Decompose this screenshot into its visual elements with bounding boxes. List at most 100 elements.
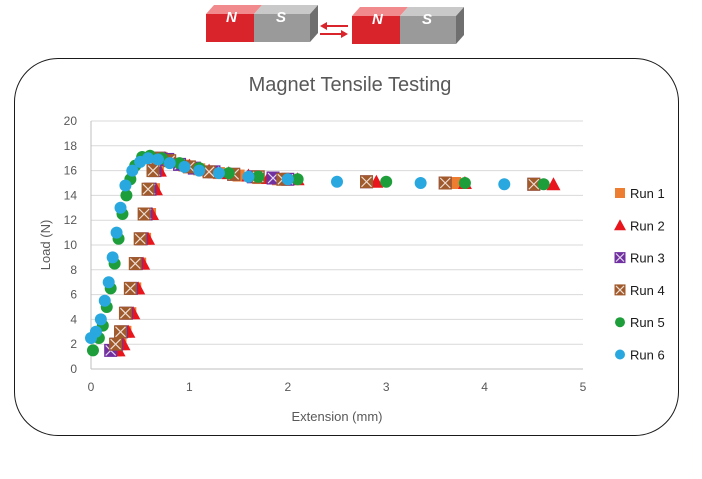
attraction-arrows-icon — [320, 22, 348, 38]
data-point — [114, 201, 127, 214]
legend-label: Run 5 — [630, 315, 665, 330]
legend-item: Run 4 — [614, 283, 665, 298]
left-magnet: N S — [206, 5, 318, 42]
data-point — [109, 337, 123, 351]
data-point — [94, 313, 107, 326]
y-tick-label: 6 — [70, 288, 77, 302]
data-point — [360, 175, 374, 189]
legend-marker — [615, 317, 625, 328]
x-tick-label: 4 — [481, 380, 488, 394]
data-point — [128, 257, 142, 271]
right-magnet-north-label: N — [372, 11, 384, 28]
legend-item: Run 1 — [615, 186, 665, 201]
y-tick-label: 4 — [70, 312, 77, 326]
data-point — [146, 164, 160, 178]
data-point — [137, 207, 151, 221]
data-point — [438, 176, 452, 190]
data-point — [114, 325, 128, 339]
data-point — [106, 251, 119, 264]
x-tick-label: 2 — [284, 380, 291, 394]
data-point — [126, 164, 139, 177]
gridlines — [90, 120, 583, 370]
left-magnet-north-label: N — [226, 9, 238, 26]
data-point — [222, 167, 235, 180]
data-point — [119, 179, 132, 192]
legend-item: Run 5 — [615, 315, 665, 330]
data-point — [151, 153, 164, 166]
y-tick-label: 20 — [64, 114, 78, 128]
y-tick-label: 0 — [70, 362, 77, 376]
data-point — [537, 178, 550, 191]
series-run-3 — [104, 151, 541, 357]
legend-marker — [614, 252, 626, 264]
legend-marker — [614, 284, 626, 296]
legend-marker — [615, 349, 625, 360]
data-point — [193, 164, 206, 177]
data-point — [252, 170, 265, 183]
x-tick-label: 1 — [186, 380, 193, 394]
legend-label: Run 2 — [630, 218, 665, 233]
x-tick-label: 0 — [88, 380, 95, 394]
right-magnet: N S — [352, 7, 464, 44]
data-point — [281, 173, 294, 186]
left-magnet-south-label: S — [276, 9, 286, 26]
legend-label: Run 3 — [630, 251, 665, 266]
magnet-illustration: N S N S — [206, 5, 464, 44]
left-magnet-north-pole — [206, 14, 254, 42]
data-point — [202, 165, 216, 179]
y-tick-label: 10 — [64, 238, 78, 252]
y-axis-label: Load (N) — [38, 220, 53, 271]
y-tick-label: 14 — [64, 188, 78, 202]
data-point — [178, 160, 191, 173]
series-run-1 — [109, 152, 540, 357]
y-tick-label: 8 — [70, 263, 77, 277]
data-point — [331, 175, 343, 188]
legend-marker — [615, 188, 625, 198]
data-point — [142, 152, 155, 165]
y-tick-label: 16 — [64, 164, 78, 178]
data-point — [414, 177, 427, 189]
legend-marker — [614, 219, 626, 231]
data-point — [212, 167, 225, 180]
data-point — [120, 189, 133, 202]
legend: Run 1 Run 2 Run 3 Run 4 Run 5 Run 6 — [614, 186, 665, 363]
right-magnet-south-pole — [400, 16, 456, 44]
data-point — [163, 157, 176, 170]
data-point — [242, 170, 255, 183]
x-axis-label: Extension (mm) — [291, 409, 382, 424]
series-run-6 — [85, 152, 511, 344]
left-magnet-south-pole — [254, 14, 310, 42]
x-tick-label: 3 — [383, 380, 390, 394]
data-point — [89, 325, 102, 338]
data-point — [102, 276, 115, 289]
right-magnet-south-label: S — [422, 11, 432, 28]
data-point — [123, 281, 137, 295]
data-point — [380, 175, 393, 188]
data-series — [85, 149, 561, 357]
series-run-4 — [109, 151, 541, 351]
legend-label: Run 4 — [630, 283, 665, 298]
right-magnet-north-pole — [352, 16, 400, 44]
data-point — [546, 177, 561, 191]
data-point — [118, 306, 132, 320]
y-tick-label: 18 — [64, 139, 78, 153]
data-point — [98, 294, 111, 307]
data-point — [110, 226, 123, 239]
series-run-5 — [86, 149, 550, 357]
legend-item: Run 2 — [614, 218, 665, 233]
x-tick-label: 5 — [580, 380, 587, 394]
data-point — [141, 182, 155, 196]
data-point — [498, 178, 511, 191]
y-tick-label: 2 — [70, 337, 77, 351]
data-point — [291, 173, 304, 186]
data-point — [449, 177, 462, 189]
y-tick-label: 12 — [64, 213, 78, 227]
data-point — [86, 344, 99, 357]
chart-title: Magnet Tensile Testing — [248, 74, 452, 96]
legend-label: Run 6 — [630, 348, 665, 363]
legend-label: Run 1 — [630, 186, 665, 201]
legend-item: Run 3 — [614, 251, 665, 266]
data-point — [458, 177, 471, 189]
